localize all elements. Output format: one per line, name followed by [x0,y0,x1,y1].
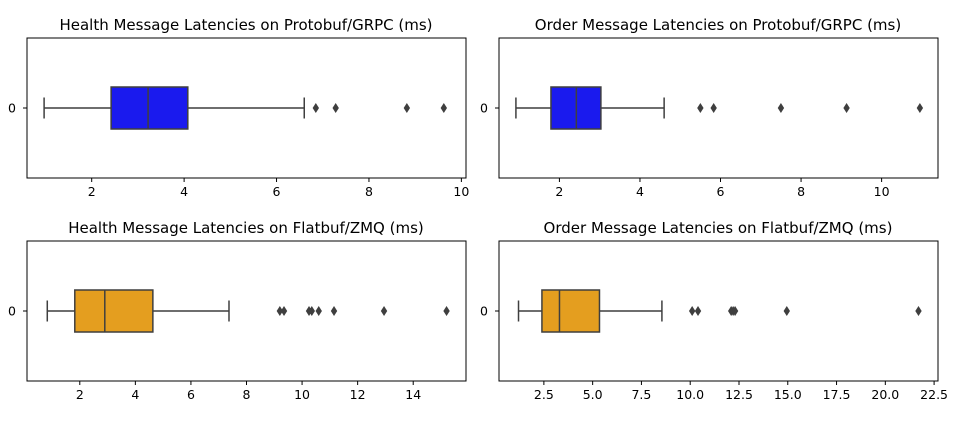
x-tick-label: 8 [365,184,373,199]
x-axis: 2 4 6 8 10 [88,178,469,199]
x-tick-label: 10.0 [676,387,704,402]
panel-order-zmq: Order Message Latencies on Flatbuf/ZMQ (… [480,219,948,402]
x-tick-label: 10 [874,184,890,199]
x-tick-label: 4 [131,387,139,402]
plot-marks [23,289,450,333]
axes-frame [26,37,467,179]
x-tick-label: 4 [180,184,188,199]
y-tick-label: 0 [8,304,16,319]
iqr-box [110,86,189,130]
x-tick-label: 8 [243,387,251,402]
chart-title: Order Message Latencies on Flatbuf/ZMQ (… [544,219,893,237]
outlier-point [308,306,315,316]
x-tick-label: 7.5 [631,387,651,402]
x-tick-label: 10 [294,387,310,402]
outlier-point [843,103,850,113]
panel-order-grpc: Order Message Latencies on Protobuf/GRPC… [480,16,939,199]
outlier-point [688,306,696,316]
outlier-point [915,306,922,316]
outlier-point [440,103,448,113]
x-tick-label: 12 [350,387,366,402]
x-tick-label: 20.0 [871,387,899,402]
x-axis: 2.5 5.0 7.5 10.0 12.5 15.0 17.5 20.0 22.5 [534,381,948,402]
outlier-point [276,306,284,316]
x-tick-label: 2.5 [534,387,554,402]
outlier-point [710,103,717,113]
axes-frame [498,240,939,382]
outlier-point [916,103,924,113]
plot-marks [495,86,924,130]
x-tick-label: 12.5 [725,387,753,402]
x-tick-label: 6 [187,387,195,402]
chart-title: Order Message Latencies on Protobuf/GRPC… [535,16,901,34]
outlier-point [731,306,739,316]
x-axis: 2 4 6 8 10 12 14 [76,381,421,402]
iqr-box [541,289,601,333]
panel-health-grpc: Health Message Latencies on Protobuf/GRP… [8,16,469,199]
x-tick-label: 4 [636,184,644,199]
x-tick-label: 14 [405,387,421,402]
iqr-box [74,289,154,333]
outlier-point [697,103,704,113]
x-tick-label: 5.0 [583,387,603,402]
x-tick-label: 8 [797,184,805,199]
x-tick-label: 6 [273,184,281,199]
x-tick-label: 15.0 [774,387,802,402]
chart-title: Health Message Latencies on Protobuf/GRP… [59,16,432,34]
x-tick-label: 22.5 [920,387,948,402]
x-tick-label: 2 [88,184,96,199]
outlier-point [777,103,785,113]
plot-marks [23,86,448,130]
outlier-point [403,103,411,113]
x-tick-label: 2 [76,387,84,402]
x-tick-label: 2 [555,184,563,199]
y-tick-label: 0 [480,304,488,319]
x-tick-label: 6 [717,184,725,199]
outlier-point [380,306,388,316]
x-tick-label: 10 [453,184,469,199]
outlier-point [312,103,320,113]
outlier-point [332,103,339,113]
y-tick-label: 0 [480,101,488,116]
outlier-point [315,306,322,316]
outlier-point [330,306,338,316]
plot-marks [495,289,922,333]
axes-frame [498,37,939,179]
x-axis: 2 4 6 8 10 [555,178,890,199]
chart-title: Health Message Latencies on Flatbuf/ZMQ … [68,219,424,237]
panel-health-zmq: Health Message Latencies on Flatbuf/ZMQ … [8,219,467,402]
outlier-point [783,306,790,316]
y-tick-label: 0 [8,101,16,116]
x-tick-label: 17.5 [823,387,851,402]
outlier-point [443,306,450,316]
outlier-point [280,306,288,316]
outlier-point [694,306,702,316]
